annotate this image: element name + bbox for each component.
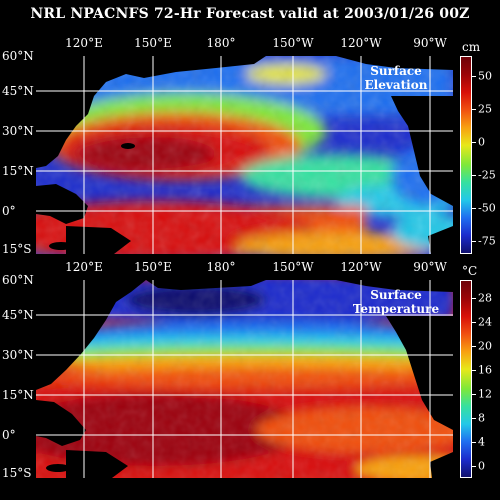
- field-label: Surface Temperature: [344, 288, 448, 316]
- y-tick-label: 0°: [2, 428, 16, 442]
- colorbar-tick-mark: [472, 346, 476, 347]
- colorbar-tick-label: -25: [478, 168, 496, 182]
- temperature-map: Surface Temperature: [36, 280, 453, 478]
- surface-elevation-panel: 120°E 150°E 180° 150°W 120°W 90°W 60°N 4…: [0, 30, 500, 256]
- colorbar-tick-label: 0: [478, 459, 485, 473]
- colorbar-tick-mark: [472, 174, 476, 176]
- temperature-map-svg: [36, 280, 453, 478]
- x-tick-label: 90°W: [413, 260, 447, 274]
- lat-lon-grid: [36, 56, 453, 254]
- colorbar-tick-label: 8: [478, 411, 485, 425]
- y-tick-label: 60°N: [2, 273, 34, 287]
- y-tick-label: 30°N: [2, 124, 34, 138]
- x-tick-label: 180°: [206, 260, 236, 274]
- elevation-colorbar: [460, 56, 472, 254]
- x-tick-label: 120°E: [65, 260, 103, 274]
- elevation-map-svg: [36, 56, 453, 254]
- colorbar-tick-label: -75: [478, 234, 496, 248]
- field-label-line: Surface: [370, 288, 422, 302]
- y-tick-label: 45°N: [2, 308, 34, 322]
- field-label-line: Surface: [370, 64, 422, 78]
- x-tick-label: 120°W: [340, 36, 382, 50]
- colorbar-tick-mark: [472, 108, 476, 110]
- colorbar-tick-label: 24: [478, 315, 492, 329]
- y-tick-label: 15°N: [2, 388, 34, 402]
- y-tick-label: 15°S: [2, 242, 32, 256]
- colorbar-tick-label: 28: [478, 291, 492, 305]
- y-tick-label: 30°N: [2, 348, 34, 362]
- x-tick-label: 150°W: [272, 36, 314, 50]
- field-label: Surface Elevation: [356, 64, 436, 92]
- colorbar-tick-mark: [472, 141, 476, 143]
- temperature-colorbar: [460, 280, 472, 478]
- colorbar-tick-mark: [472, 75, 476, 77]
- colorbar-tick-mark: [472, 418, 476, 419]
- colorbar-tick-mark: [472, 466, 476, 467]
- elevation-map: Surface Elevation: [36, 56, 453, 254]
- colorbar-tick-mark: [472, 207, 476, 209]
- land-masses: [36, 56, 453, 254]
- colorbar-unit: °C: [462, 264, 478, 278]
- y-tick-label: 0°: [2, 204, 16, 218]
- x-tick-label: 90°W: [413, 36, 447, 50]
- colorbar-tick-label: 16: [478, 363, 492, 377]
- colorbar-tick-label: 12: [478, 387, 492, 401]
- x-tick-label: 180°: [206, 36, 236, 50]
- surface-temperature-panel: 120°E 150°E 180° 150°W 120°W 90°W 60°N 4…: [0, 254, 500, 480]
- colorbar-tick-mark: [472, 322, 476, 323]
- x-tick-label: 120°E: [65, 36, 103, 50]
- colorbar-tick-label: 0: [478, 135, 485, 149]
- y-tick-label: 45°N: [2, 84, 34, 98]
- x-tick-label: 150°E: [134, 260, 172, 274]
- colorbar-tick-mark: [472, 298, 476, 299]
- y-tick-label: 15°S: [2, 466, 32, 480]
- colorbar-tick-label: 50: [478, 69, 492, 83]
- field-label-line: Elevation: [364, 78, 428, 92]
- x-tick-label: 120°W: [340, 260, 382, 274]
- y-tick-label: 60°N: [2, 49, 34, 63]
- colorbar-tick-label: -50: [478, 201, 496, 215]
- colorbar-tick-mark: [472, 240, 476, 242]
- colorbar-tick-label: 20: [478, 339, 492, 353]
- lat-lon-grid: [36, 280, 453, 478]
- colorbar-tick-label: 25: [478, 102, 492, 116]
- colorbar-tick-label: 4: [478, 435, 485, 449]
- figure-title: NRL NPACNFS 72-Hr Forecast valid at 2003…: [30, 6, 470, 22]
- y-tick-label: 15°N: [2, 164, 34, 178]
- colorbar-tick-mark: [472, 442, 476, 443]
- colorbar-tick-mark: [472, 394, 476, 395]
- x-tick-label: 150°E: [134, 36, 172, 50]
- x-tick-label: 150°W: [272, 260, 314, 274]
- colorbar-tick-mark: [472, 370, 476, 371]
- field-label-line: Temperature: [352, 302, 440, 316]
- colorbar-unit: cm: [462, 40, 481, 54]
